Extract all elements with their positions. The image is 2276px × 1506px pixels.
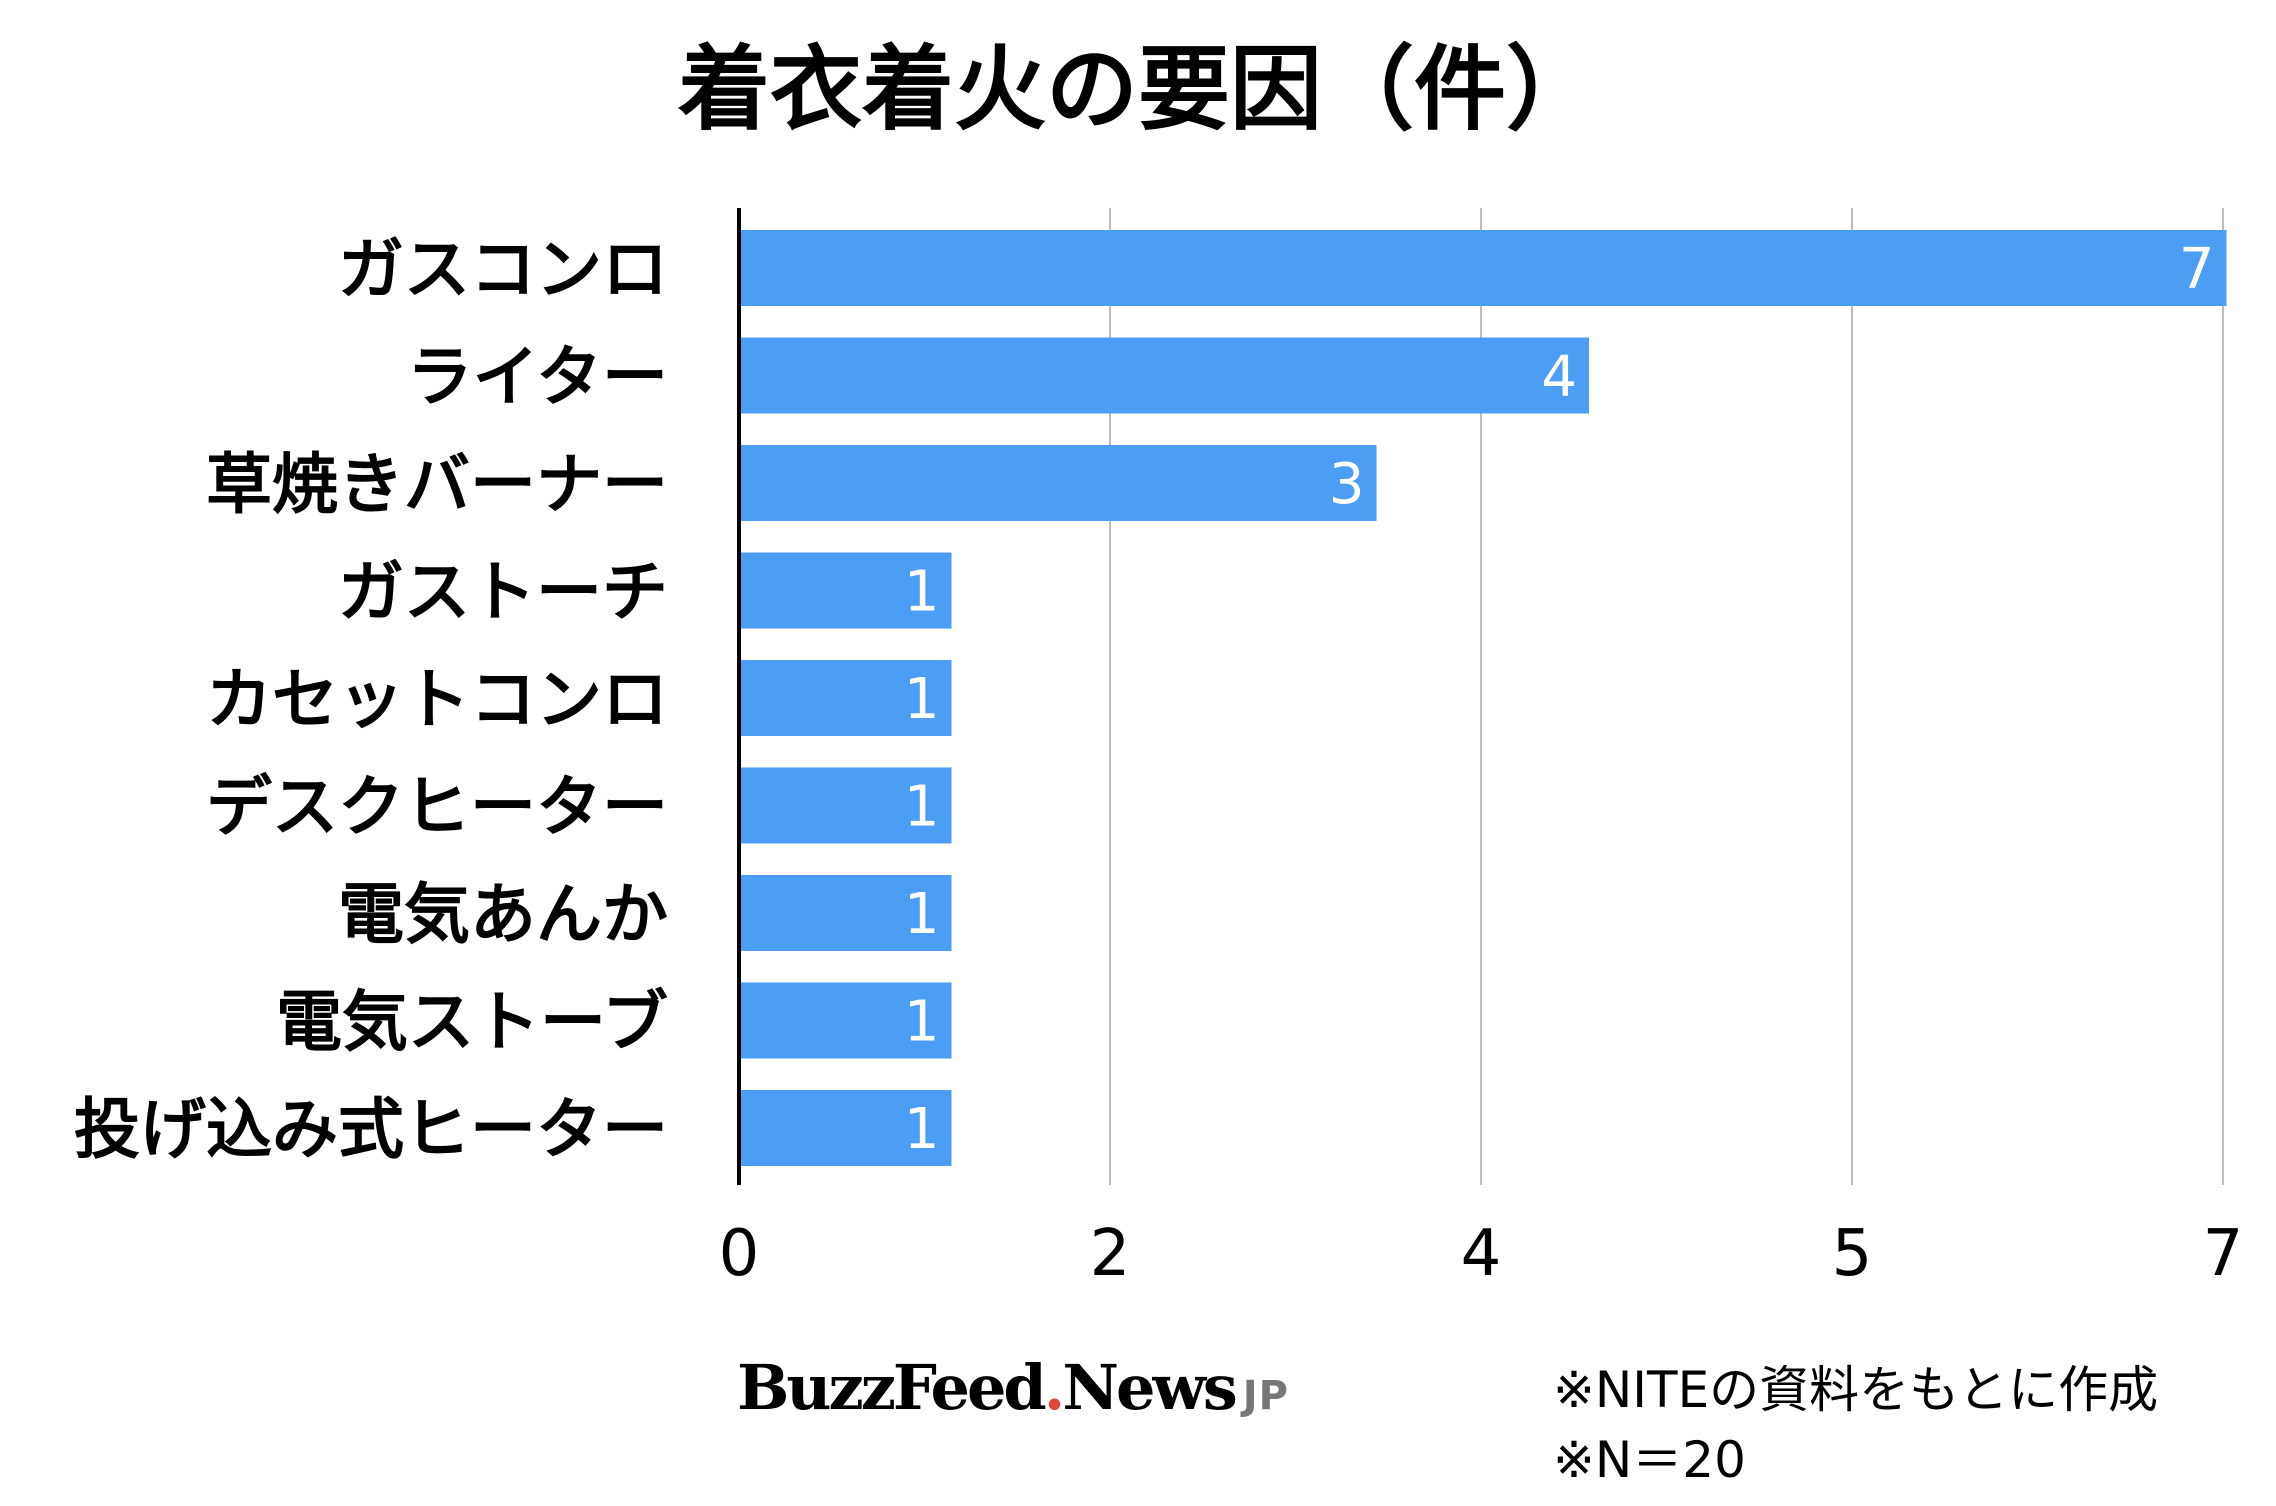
category-label: ライター [407,339,668,416]
bar-value-label: 3 [1329,452,1365,517]
bar [739,230,2227,306]
bar-value-label: 1 [904,1097,940,1162]
bar-value-label: 7 [2179,237,2215,302]
logo-dot: . [1043,1351,1066,1424]
bar [739,552,952,629]
bar [739,337,1589,414]
bar-chart: 0 2 4 5 7 7 ガスコンロ 4 ライター 3 草焼きバーナー 1 ガストーチ 1 カセットコンロ 1 デ… [74,208,2244,1291]
x-tick-label: 5 [1832,1217,1873,1291]
bar-value-label: 1 [904,990,940,1055]
bar-value-label: 1 [904,667,940,732]
x-tick-label: 7 [2203,1217,2244,1291]
category-label: 電気あんか [338,876,668,953]
bar [739,982,952,1059]
bar [739,875,952,951]
buzzfeed-news-logo: BuzzFeed.News JP [737,1348,1289,1436]
bar-value-label: 4 [1541,345,1577,410]
logo-news: News [1062,1351,1237,1424]
x-tick-label: 0 [719,1217,760,1291]
chart-title: 着衣着火の要因（件） [677,36,1598,143]
sample-size-note: ※N＝20 [1553,1431,1746,1489]
category-label: 草焼きバーナー [206,446,668,523]
category-label: 電気ストーブ [276,984,668,1061]
bar [739,445,1377,521]
bar [739,660,952,736]
bar [739,1090,952,1166]
category-label: デスクヒーター [206,769,668,846]
bar [739,767,952,844]
bar-value-label: 1 [904,560,940,625]
bar-value-label: 1 [904,775,940,840]
x-tick-label: 2 [1090,1217,1131,1291]
source-note: ※NITEの資料をもとに作成 [1553,1361,2159,1419]
category-label: 投げ込み式ヒーター [74,1091,668,1168]
bar-value-label: 1 [904,882,940,947]
category-label: ガスコンロ [338,231,668,308]
logo-buzzfeed: BuzzFeed [737,1351,1047,1424]
category-label: ガストーチ [338,554,668,631]
category-label: カセットコンロ [206,661,668,738]
x-tick-label: 4 [1461,1217,1502,1291]
logo-jp: JP [1242,1373,1289,1419]
